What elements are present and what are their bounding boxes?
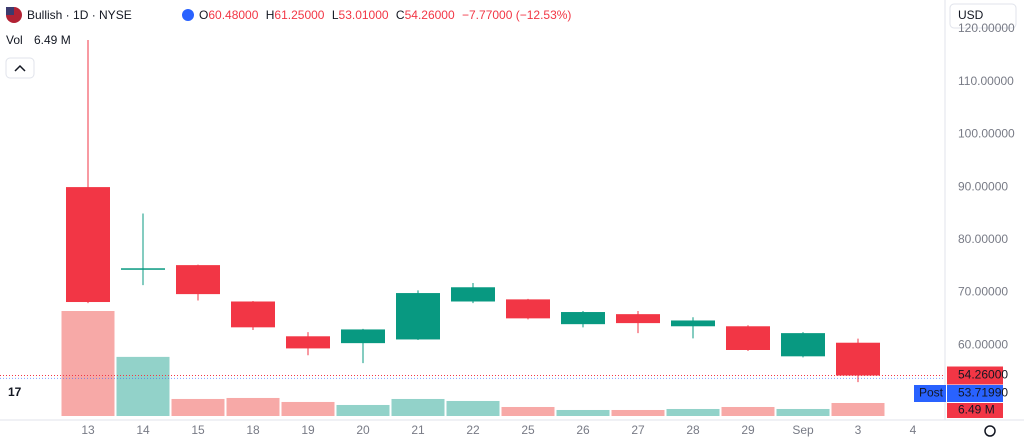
o-value: 60.48000 [208,8,258,22]
volume-bar [171,398,225,416]
y-tick-label: 60.00000 [958,337,1008,351]
candle-body [726,326,770,350]
candle-body [561,312,605,325]
volume-bar [281,401,335,416]
flag-icon [6,7,14,15]
ohlc: O60.48000 H61.25000 L53.01000 C54.26000 … [199,8,571,22]
candle-body [451,287,495,302]
y-tick-label: 70.00000 [958,285,1008,299]
y-tick-label: 80.00000 [958,232,1008,246]
x-tick-label: 15 [191,423,205,437]
market-status-icon [182,9,194,21]
candle-body [396,293,440,340]
last-price-label: 54.26000 [958,368,1008,382]
volume-bar [446,400,500,416]
volume-bar [391,398,445,416]
volume-bar [226,397,280,416]
candle-body [781,333,825,357]
post-price-label: 53.71990 [958,386,1008,400]
x-tick-label: 20 [356,423,370,437]
volume-bar [776,408,830,416]
h-label: H [266,8,275,22]
volume-bar [666,408,720,416]
candle-body [616,314,660,324]
x-tick-label: 21 [411,423,425,437]
vol-label: Vol [6,33,23,47]
settings-icon[interactable] [984,425,996,437]
vol-value: 6.49 M [34,33,71,47]
x-tick-label: 13 [81,423,95,437]
volume-bar [61,311,115,416]
c-value: 54.26000 [405,8,455,22]
c-label: C [396,8,405,22]
post-price-tag [947,385,1003,402]
y-tick-label: 90.00000 [958,179,1008,193]
candle-body [121,268,165,270]
candle-body [341,329,385,344]
x-tick-label: 19 [301,423,315,437]
change: −7.77000 (−12.53%) [462,8,571,22]
l-label: L [332,8,339,22]
volume-label: 6.49 M [958,403,995,417]
candle-body [671,320,715,327]
x-tick-label: 22 [466,423,480,437]
x-tick-label: 18 [246,423,260,437]
l-value: 53.01000 [339,8,389,22]
last-price-tag [947,366,1003,385]
candle-body [506,299,550,319]
collapse-button[interactable] [5,57,35,79]
candle-body [176,265,220,295]
logo: 17 [8,385,22,399]
y-tick-label: 100.00000 [958,127,1015,141]
volume-bar [116,356,170,416]
x-tick-label: 27 [631,423,645,437]
x-tick-label: 25 [521,423,535,437]
x-tick-label: 4 [910,423,917,437]
candle-body [836,342,880,376]
x-tick-label: 26 [576,423,590,437]
currency: USD [958,8,984,22]
symbol: Bullish · 1D · NYSE [27,8,132,22]
volume-bar [831,402,885,416]
h-value: 61.25000 [274,8,324,22]
candle-body [286,336,330,349]
x-tick-label: Sep [792,423,814,437]
x-tick-label: 29 [741,423,755,437]
y-tick-label: 120.00000 [958,21,1015,35]
volume-bar [336,404,390,416]
candle-body [231,301,275,328]
x-tick-label: 3 [855,423,862,437]
x-tick-label: 28 [686,423,700,437]
volume-bar [611,409,665,416]
volume-bar [721,406,775,416]
x-tick-label: 14 [136,423,150,437]
y-tick-label: 110.00000 [958,74,1014,88]
post-label: Post [919,386,944,400]
chevron-icon [14,64,26,72]
currency-button[interactable] [949,3,1017,29]
volume-bar [556,409,610,416]
volume-tag [947,403,1003,418]
post-tag [914,385,946,402]
candle-body [66,187,110,303]
volume-bar [501,406,555,416]
o-label: O [199,8,208,22]
